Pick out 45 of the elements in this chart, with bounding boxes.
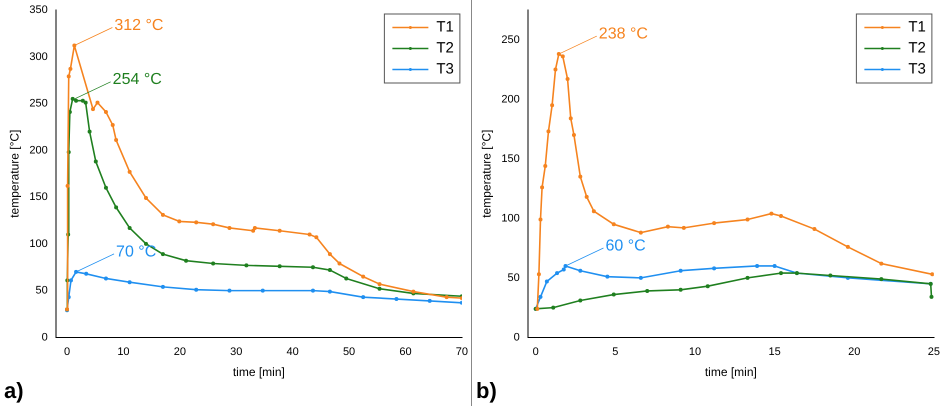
legend-label: T1 xyxy=(436,18,454,36)
y-tick-label: 100 xyxy=(29,238,48,250)
x-tick-label: 10 xyxy=(117,346,130,358)
annotation: 60 °C xyxy=(606,237,646,254)
x-tick-label: 30 xyxy=(230,346,242,358)
x-tick-label: 60 xyxy=(399,346,412,358)
y-tick-label: 50 xyxy=(508,272,520,284)
x-tick-label: 5 xyxy=(612,346,618,358)
x-tick-label: 50 xyxy=(342,346,356,358)
text: b) xyxy=(476,378,497,404)
y-tick-label: 100 xyxy=(501,212,520,224)
y-tick-label: 0 xyxy=(42,331,48,344)
y-tick-label: 50 xyxy=(36,284,48,297)
y-tick-label: 150 xyxy=(29,191,48,204)
y-axis-title: temperature [°C] xyxy=(480,130,494,218)
annotation: 312 °C xyxy=(114,16,164,34)
x-axis-title: time [min] xyxy=(232,365,285,380)
y-tick-label: 300 xyxy=(29,50,48,63)
legend-label: T1 xyxy=(908,18,926,36)
y-tick-label: 250 xyxy=(501,34,520,46)
x-tick-label: 10 xyxy=(688,346,702,358)
y-tick-label: 200 xyxy=(501,93,520,106)
x-tick-label: 25 xyxy=(928,346,940,358)
annotation: 254 °C xyxy=(112,71,162,88)
x-axis-title: time [min] xyxy=(704,365,757,380)
x-tick-label: 0 xyxy=(64,346,70,358)
x-tick-label: 20 xyxy=(174,346,186,358)
x-tick-label: 15 xyxy=(768,346,781,358)
legend-label: T3 xyxy=(908,60,926,78)
annotation: 238 °C xyxy=(598,25,648,42)
y-tick-label: 0 xyxy=(514,331,520,344)
y-tick-label: 200 xyxy=(29,144,48,156)
legend-label: T3 xyxy=(436,60,454,78)
annotation: 70 °C xyxy=(116,243,156,260)
legend-label: T2 xyxy=(436,40,454,57)
y-tick-label: 350 xyxy=(29,4,48,16)
x-tick-label: 0 xyxy=(532,346,539,358)
legend-label: T2 xyxy=(908,40,926,57)
x-tick-label: 40 xyxy=(286,346,299,358)
x-tick-label: 20 xyxy=(848,346,860,358)
y-tick-label: 250 xyxy=(29,98,48,110)
text: a) xyxy=(4,378,24,404)
y-axis-title: temperature [°C] xyxy=(8,130,22,218)
x-tick-label: 70 xyxy=(456,346,468,358)
y-tick-label: 150 xyxy=(501,152,520,165)
